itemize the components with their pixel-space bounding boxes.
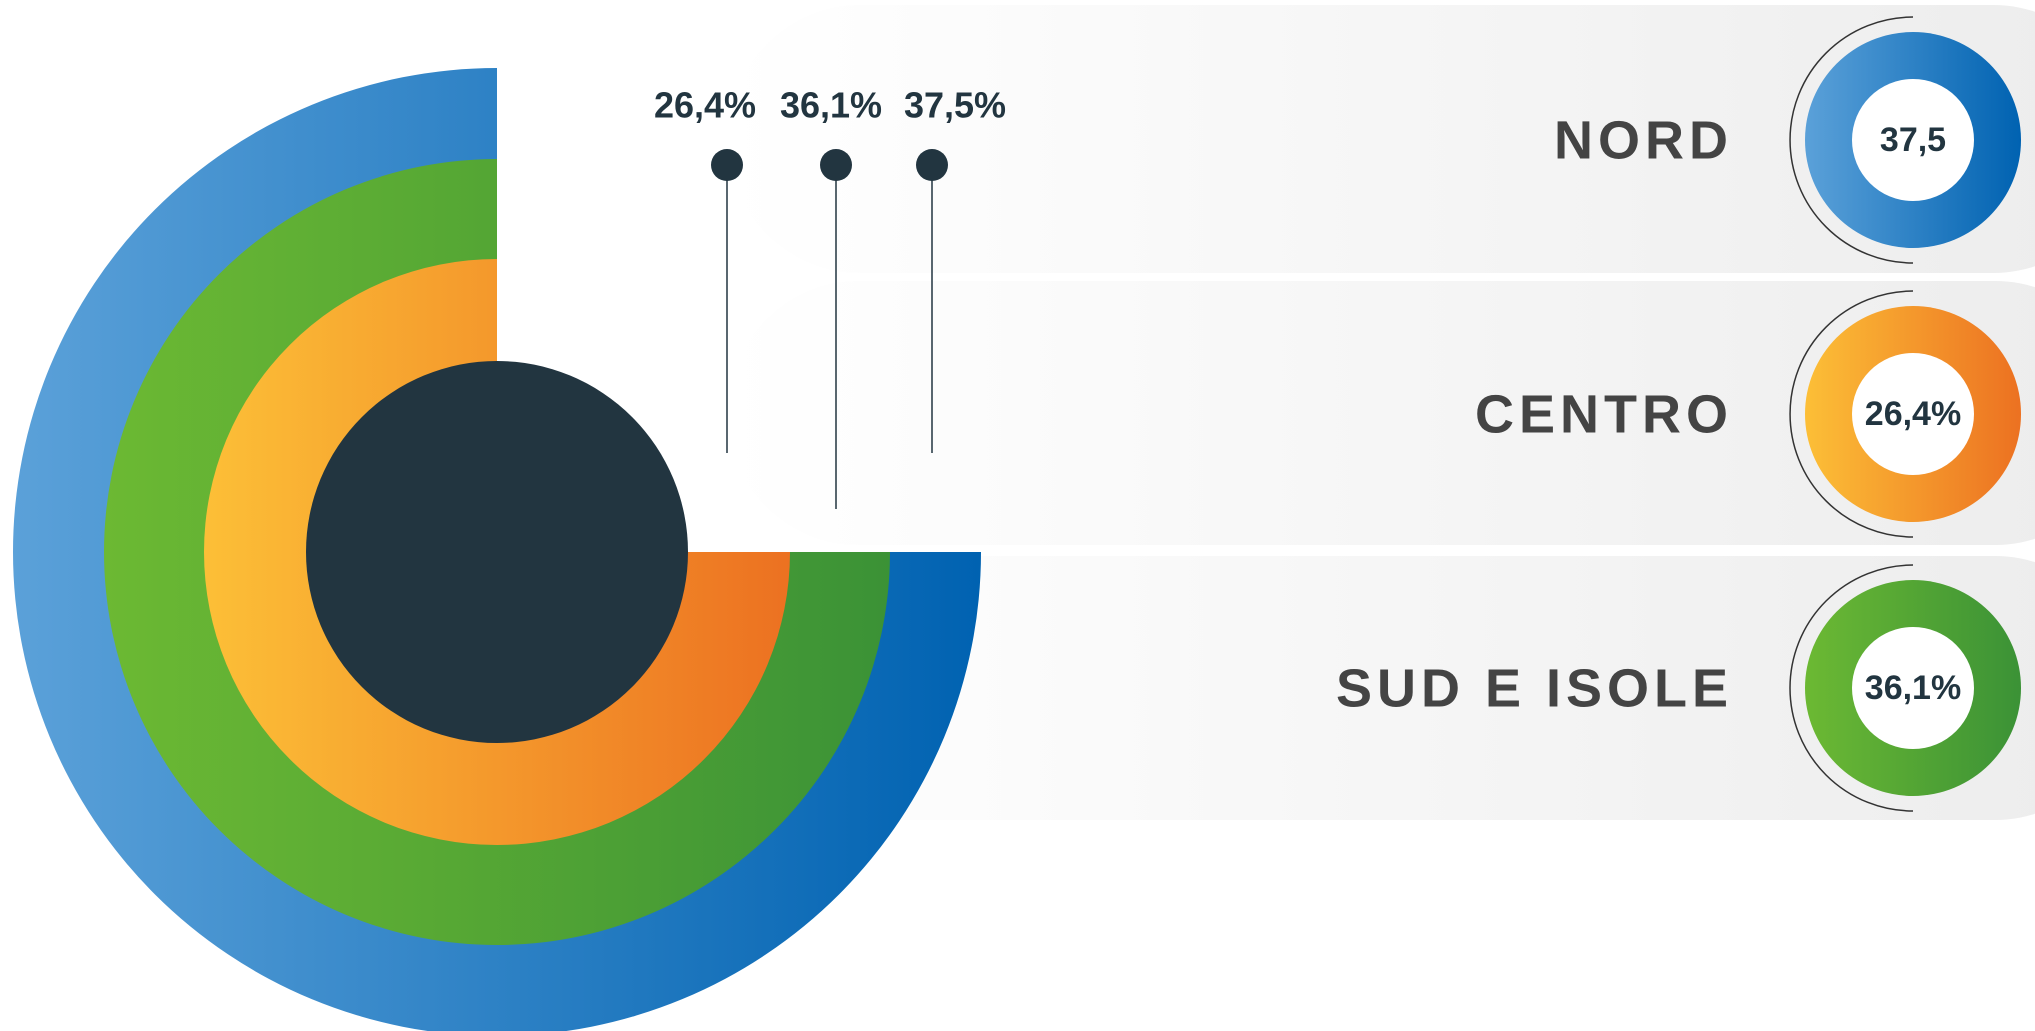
pin-label: 36,1% [780,85,882,126]
pin-dot [820,149,852,181]
region-name: CENTRO [1475,384,1733,444]
badge-arc [1789,16,1914,264]
region-name: SUD E ISOLE [1336,658,1733,718]
badge-inner [1852,353,1974,475]
center-disc [306,361,688,743]
badge-inner [1852,79,1974,201]
badge-value: 36,1% [1865,669,1961,707]
badge-arc [1789,564,1914,812]
panel [727,556,2035,820]
badge-arc [1789,290,1914,538]
pin-label: 26,4% [654,85,756,126]
pin-dot [711,149,743,181]
region-name: NORD [1554,110,1733,170]
badge-value: 26,4% [1865,395,1961,433]
pin-dot [916,149,948,181]
panel [727,281,2035,545]
badge-inner [1852,627,1974,749]
badge-value: 37,5 [1880,121,1946,159]
pin-label: 37,5% [904,85,1006,126]
panel [727,5,2035,273]
